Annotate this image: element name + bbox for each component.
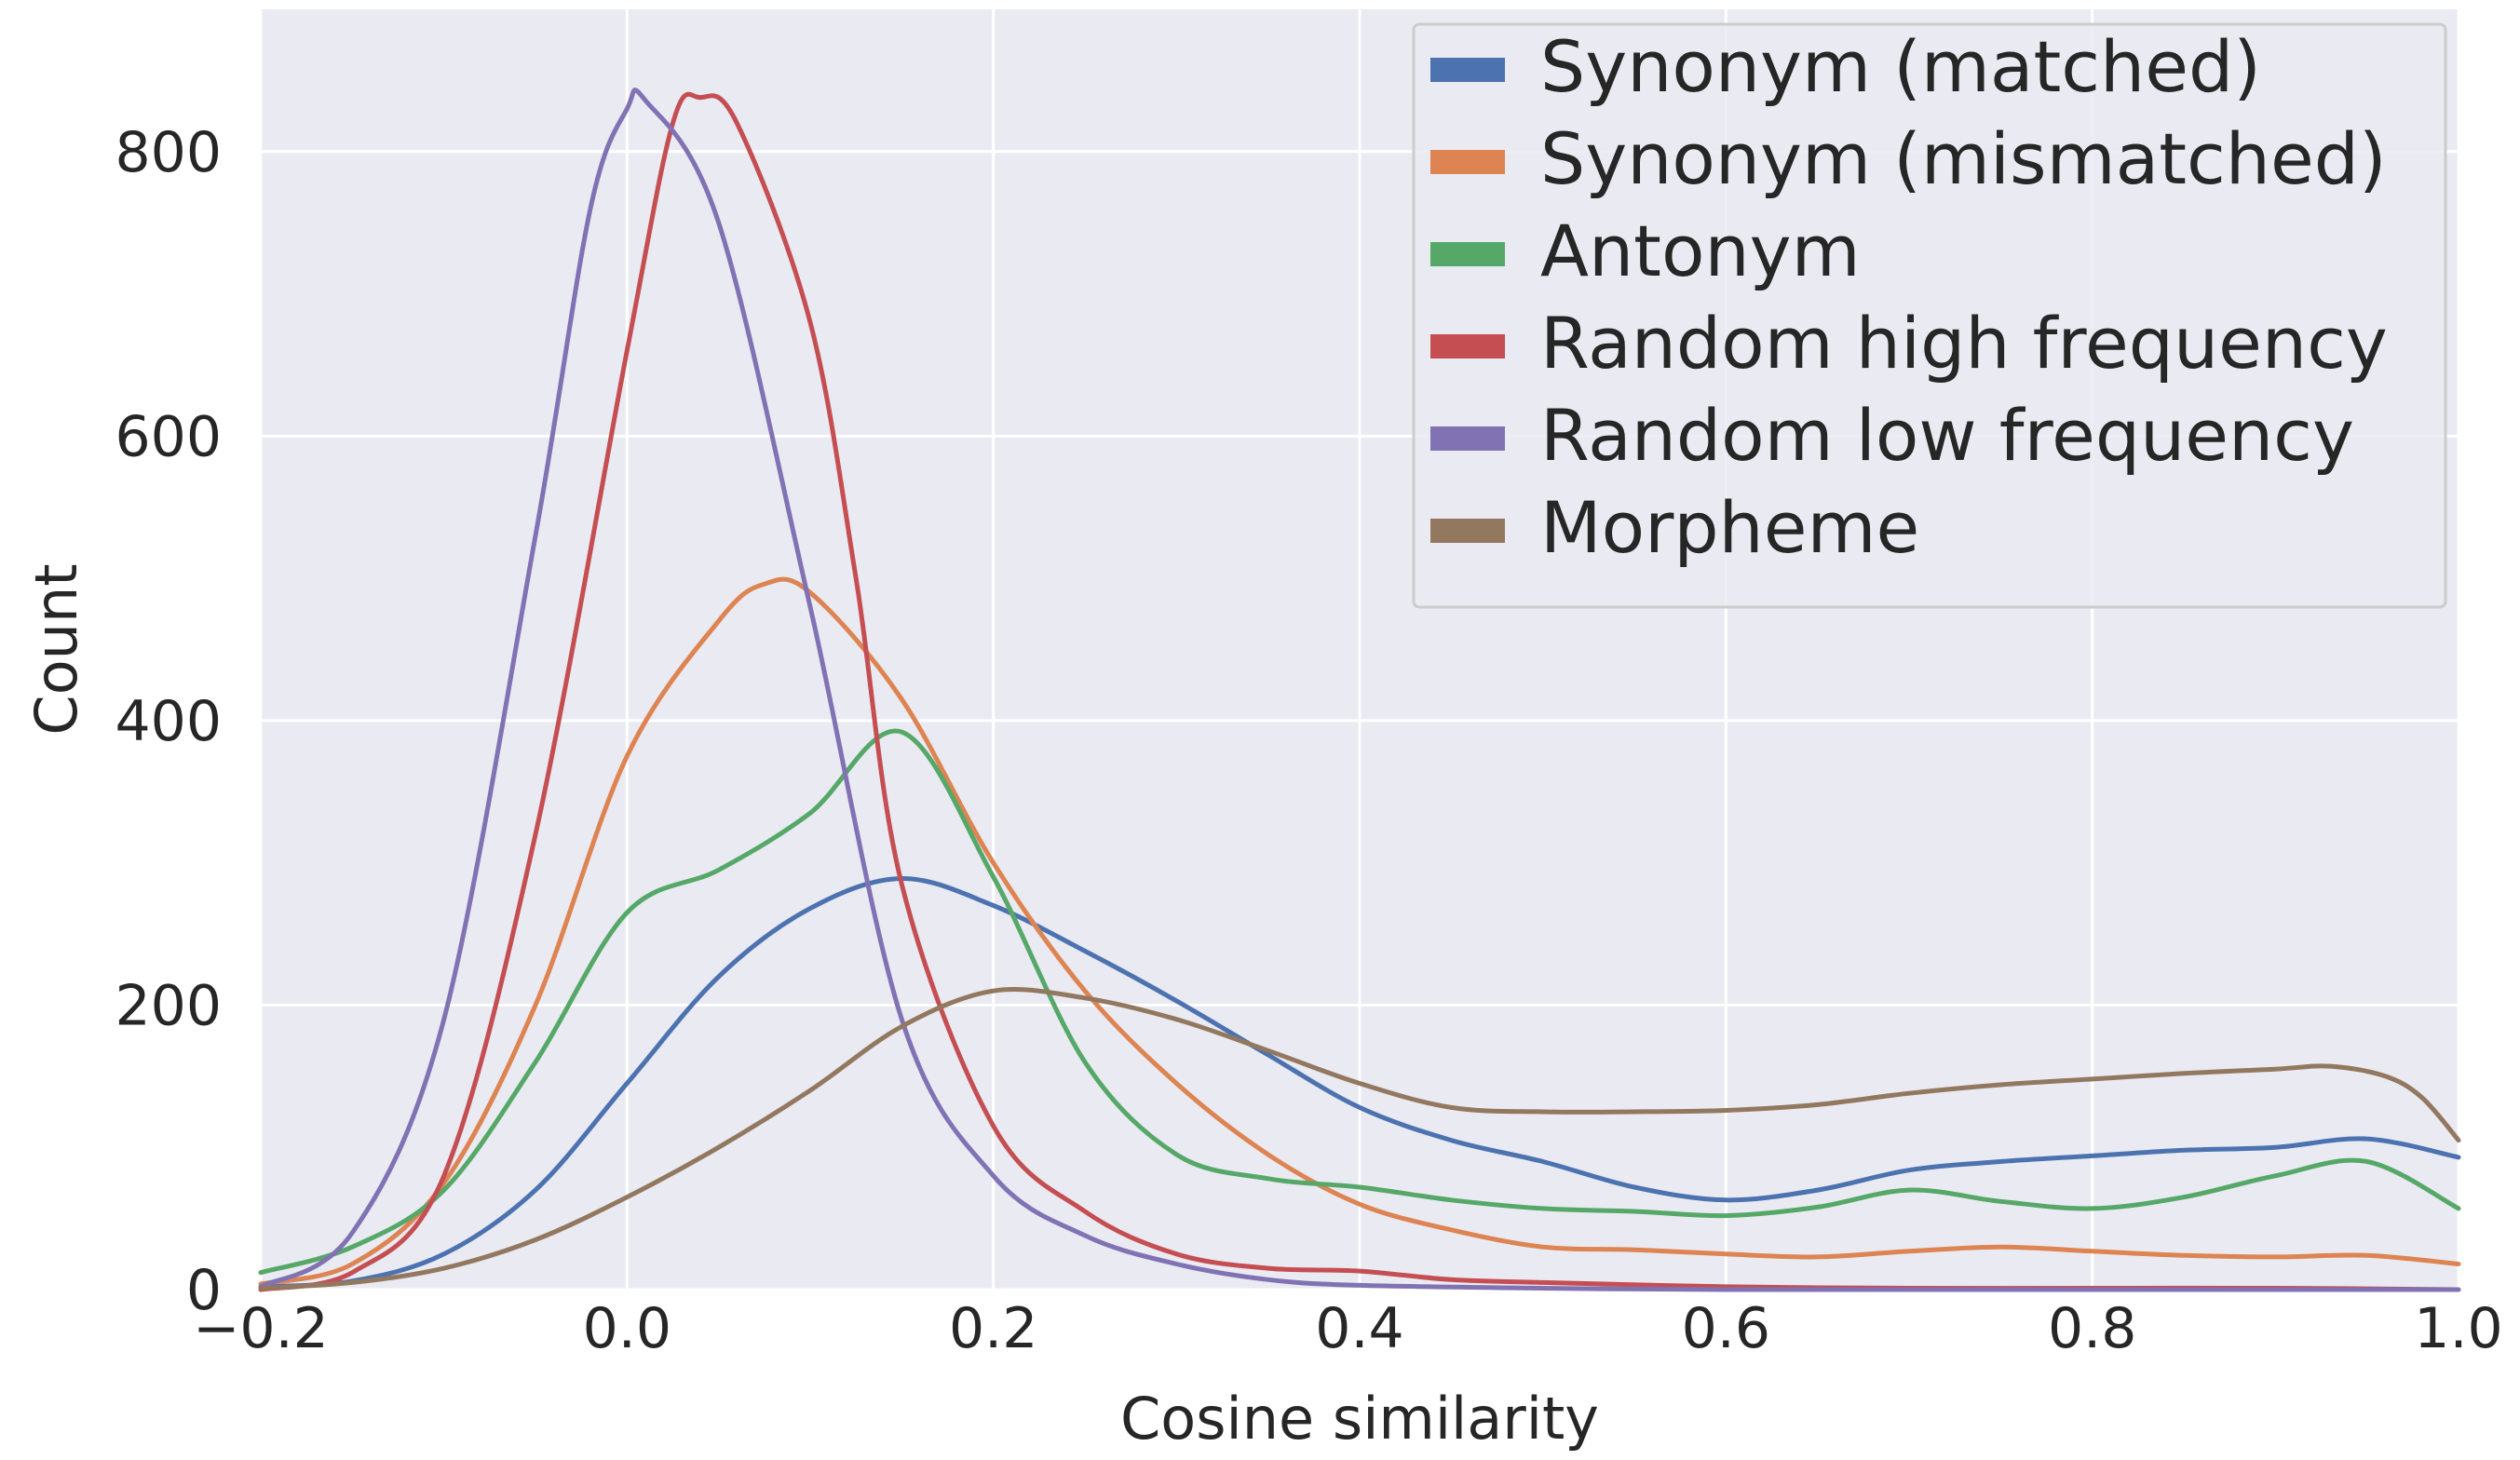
- x-tick-label: 0.8: [2048, 1296, 2136, 1361]
- x-tick-label: 0.2: [949, 1296, 1037, 1361]
- series-line-synonym-mismatched: [258, 576, 2461, 1287]
- legend-swatch-morpheme: [1430, 519, 1505, 543]
- y-tick-label: 600: [115, 404, 222, 469]
- series-line-synonym-matched: [258, 875, 2461, 1290]
- legend-swatch-synonym-mismatched: [1430, 150, 1505, 174]
- y-tick-label: 800: [115, 120, 222, 185]
- x-axis-label: Cosine similarity: [1120, 1385, 1599, 1453]
- legend-label-synonym-mismatched: Synonym (mismatched): [1540, 117, 2387, 200]
- y-tick-label: 200: [115, 973, 222, 1038]
- legend: Synonym (matched) Synonym (mismatched) Ant…: [1412, 22, 2447, 609]
- x-tick-label: 0.6: [1682, 1296, 1770, 1361]
- legend-label-random-high-frequency: Random high frequency: [1540, 302, 2388, 385]
- legend-label-antonym: Antonym: [1540, 210, 1861, 292]
- tick-labels: −0.2 0.0 0.2 0.4 0.6 0.8 1.0 0 200 400 600 800: [115, 120, 2502, 1361]
- legend-swatch-random-low-frequency: [1430, 426, 1505, 451]
- legend-box: [1412, 22, 2447, 609]
- legend-label-morpheme: Morpheme: [1540, 486, 1919, 569]
- legend-swatch-antonym: [1430, 242, 1505, 266]
- series-line-morpheme: [258, 987, 2461, 1291]
- y-tick-label: 0: [186, 1258, 222, 1323]
- x-tick-label: 1.0: [2414, 1296, 2502, 1361]
- legend-label-synonym-matched: Synonym (matched): [1540, 25, 2261, 108]
- y-axis-label: Count: [22, 563, 90, 735]
- x-tick-label: 0.4: [1315, 1296, 1403, 1361]
- legend-swatch-synonym-matched: [1430, 58, 1505, 82]
- series-line-random-low-frequency: [258, 88, 2461, 1292]
- legend-label-random-low-frequency: Random low frequency: [1540, 394, 2354, 477]
- y-tick-label: 400: [115, 689, 222, 754]
- x-tick-label: −0.2: [193, 1296, 329, 1361]
- legend-swatch-random-high-frequency: [1430, 334, 1505, 358]
- series-layer: [258, 88, 2461, 1292]
- series-line-antonym: [258, 728, 2461, 1276]
- x-tick-label: 0.0: [583, 1296, 671, 1361]
